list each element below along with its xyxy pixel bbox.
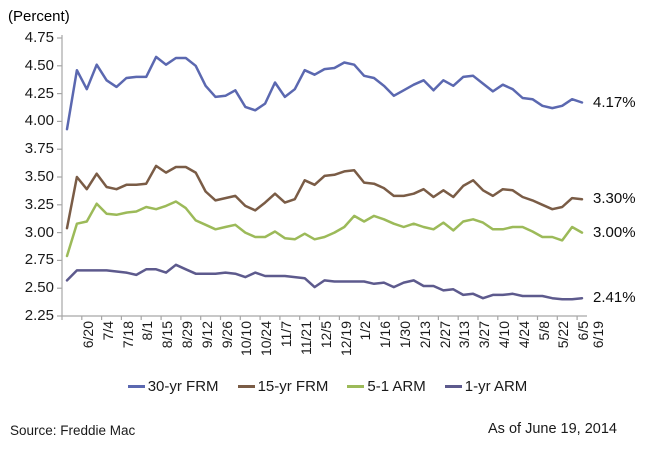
y-axis-tick-label: 4.50 — [24, 56, 54, 74]
x-axis-tick-label: 8/29 — [179, 321, 195, 349]
x-axis-tick-label: 7/18 — [119, 321, 136, 349]
series-line-5-1-arm — [65, 200, 584, 258]
x-axis-tick-label: 7/4 — [99, 321, 116, 341]
x-axis-tick-label: 6/19 — [590, 321, 606, 349]
y-axis-tick-label: 4.25 — [24, 84, 54, 102]
x-axis-tick-label: 12/19 — [337, 321, 354, 357]
y-axis-tick-label: 2.75 — [24, 251, 54, 269]
legend-label-1-yr-arm: 1-yr ARM — [464, 377, 528, 395]
series-line-30-yr-frm — [65, 55, 584, 131]
x-axis-tick-label: 8/15 — [159, 321, 176, 349]
x-axis-tick-label: 3/27 — [476, 321, 493, 349]
source-note: Source: Freddie Mac — [10, 423, 136, 438]
x-axis-tick-label: 12/5 — [317, 321, 334, 349]
x-axis-tick-label: 2/13 — [416, 321, 433, 349]
legend-item-5-1-arm: 5-1 ARM — [347, 377, 426, 395]
y-axis-tick-label: 3.25 — [24, 195, 54, 213]
y-axis-tick-label: 2.50 — [24, 279, 54, 297]
x-axis-tick-label: 5/22 — [555, 321, 572, 349]
y-axis-title: (Percent) — [8, 8, 70, 25]
legend-swatch-1-yr-arm — [444, 384, 462, 388]
x-axis-tick-label: 5/8 — [535, 321, 552, 341]
legend-label-30-yr-frm: 30-yr FRM — [147, 377, 219, 395]
x-axis-tick-label: 1/2 — [357, 321, 374, 341]
legend-label-5-1-arm: 5-1 ARM — [367, 377, 426, 395]
end-label-30-yr-frm: 4.17% — [593, 93, 636, 111]
legend-label-15-yr-frm: 15-yr FRM — [257, 377, 329, 395]
x-axis-tick-label: 9/26 — [218, 321, 235, 349]
x-axis-tick-label: 1/16 — [377, 321, 394, 349]
legend: 30-yr FRM 15-yr FRM 5-1 ARM 1-yr ARM — [0, 376, 655, 396]
y-axis-tick-label: 3.75 — [24, 140, 54, 158]
x-axis-tick-label: 2/27 — [436, 321, 453, 349]
end-label-15-yr-frm: 3.30% — [593, 190, 636, 208]
y-axis-tick-label: 3.00 — [24, 223, 54, 241]
series-line-1-yr-arm — [65, 263, 584, 301]
legend-item-1-yr-arm: 1-yr ARM — [444, 377, 528, 395]
x-axis-tick-label: 1/30 — [396, 321, 413, 349]
x-axis-tick-label: 6/20 — [79, 321, 96, 349]
x-axis-tick-label: 4/24 — [515, 321, 532, 349]
x-axis-tick-label: 8/1 — [139, 321, 156, 341]
x-axis-tick-label: 9/12 — [198, 321, 215, 349]
y-axis-tick-label: 4.00 — [24, 112, 54, 130]
legend-swatch-30-yr-frm — [127, 384, 145, 388]
x-axis-tick-label: 10/24 — [258, 321, 275, 357]
series-line-15-yr-frm — [65, 164, 584, 230]
x-axis-tick-label: 3/13 — [456, 321, 473, 349]
x-axis-tick-label: 10/10 — [238, 321, 255, 357]
y-axis-tick-label: 4.75 — [24, 29, 54, 46]
x-axis-tick-label: 6/5 — [575, 321, 592, 341]
legend-item-15-yr-frm: 15-yr FRM — [237, 377, 329, 395]
as-of-date: As of June 19, 2014 — [488, 421, 617, 437]
end-label-5-1-arm: 3.00% — [593, 223, 636, 241]
legend-item-30-yr-frm: 30-yr FRM — [127, 377, 219, 395]
y-axis-tick-label: 3.50 — [24, 168, 54, 185]
x-axis-tick-label: 11/21 — [297, 321, 314, 355]
x-axis-tick-label: 4/10 — [495, 321, 512, 349]
y-axis-tick-label: 2.25 — [24, 307, 54, 324]
x-axis-tick-label: 11/7 — [278, 321, 294, 348]
legend-swatch-15-yr-frm — [237, 384, 255, 388]
end-label-1-yr-arm: 2.41% — [593, 289, 636, 307]
legend-swatch-5-1-arm — [347, 384, 365, 388]
